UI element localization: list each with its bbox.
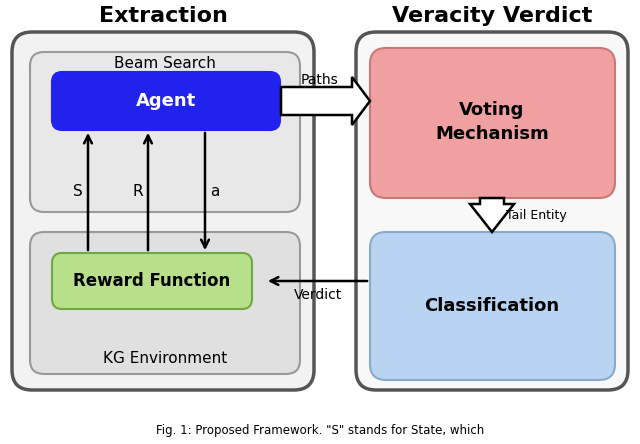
Text: Paths: Paths [301,73,339,87]
Text: Extraction: Extraction [99,6,227,26]
FancyBboxPatch shape [370,48,615,198]
FancyBboxPatch shape [356,32,628,390]
FancyBboxPatch shape [370,232,615,380]
Text: Tail Entity: Tail Entity [506,209,566,222]
FancyBboxPatch shape [30,52,300,212]
FancyBboxPatch shape [12,32,314,390]
Polygon shape [470,198,514,232]
Text: Classification: Classification [424,297,559,315]
Text: Fig. 1: Proposed Framework. "S" stands for State, which: Fig. 1: Proposed Framework. "S" stands f… [156,424,484,436]
Text: Reward Function: Reward Function [74,272,230,290]
Text: Verdict: Verdict [294,288,342,302]
Text: Agent: Agent [136,92,196,110]
FancyBboxPatch shape [52,72,280,130]
FancyBboxPatch shape [52,253,252,309]
Text: Beam Search: Beam Search [114,56,216,71]
Polygon shape [281,77,370,125]
FancyBboxPatch shape [30,232,300,374]
Text: Veracity Verdict: Veracity Verdict [392,6,592,26]
Text: KG Environment: KG Environment [103,350,227,365]
Text: a: a [211,185,220,199]
Text: R: R [132,185,143,199]
Text: S: S [73,185,83,199]
Text: Voting
Mechanism: Voting Mechanism [435,101,549,143]
